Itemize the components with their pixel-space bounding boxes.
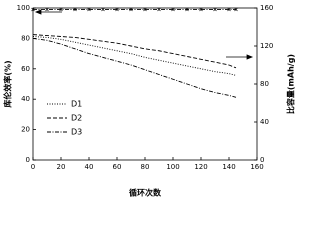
legend-label: D1 [71,100,82,109]
chart: 循环次数 库伦效率(%) 比容量(mAh/g) 0 20 40 60 80 100 120 1… [3,4,296,198]
y2-tick-label: 160 [260,4,273,12]
x-tick-label: 40 [85,163,94,171]
series-marker [171,7,175,12]
series-marker [59,7,63,12]
series-marker [73,7,77,12]
series-marker [87,7,91,12]
series-marker [213,7,217,12]
series-marker [101,7,105,12]
x-tick-label: 120 [194,163,207,171]
series-marker [157,7,161,12]
y2-tick-label: 0 [260,156,264,164]
y2-tick-label: 40 [260,118,269,126]
series-marker [185,7,189,12]
series-marker [45,7,49,12]
y-tick-label: 40 [21,95,30,103]
y-tick-label: 60 [21,65,30,73]
series-marker [199,7,203,12]
series-line [32,36,237,76]
x-tick-label: 20 [57,163,66,171]
plot-frame [32,7,258,161]
series-marker [143,7,147,12]
x-tick-label: 60 [113,163,122,171]
series-marker [227,7,231,12]
x-tick-label: 140 [222,163,235,171]
series-marker [234,7,238,12]
y-tick-label: 20 [21,126,30,134]
x-tick-label: 160 [250,163,263,171]
y2-tick-label: 120 [260,42,273,50]
y2-axis-label: 比容量(mAh/g) [286,54,296,114]
y-axis-label: 库伦效率(%) [3,60,13,107]
series-marker [115,7,119,12]
y-tick-label: 0 [26,156,30,164]
series-marker [129,7,133,12]
y2-tick-label: 80 [260,80,269,88]
y-tick-label: 80 [21,34,30,42]
series-line [32,37,237,98]
y-tick-label: 100 [17,4,30,12]
x-tick-label: 80 [141,163,150,171]
legend-label: D2 [71,114,82,123]
x-tick-label: 100 [166,163,179,171]
arrow-right [226,54,254,60]
series-line [32,34,237,69]
x-tick-label: 0 [31,163,35,171]
legend-label: D3 [71,128,82,137]
x-axis-label: 循环次数 [128,188,162,198]
series-marker [31,7,35,12]
arrow-left [34,9,62,15]
